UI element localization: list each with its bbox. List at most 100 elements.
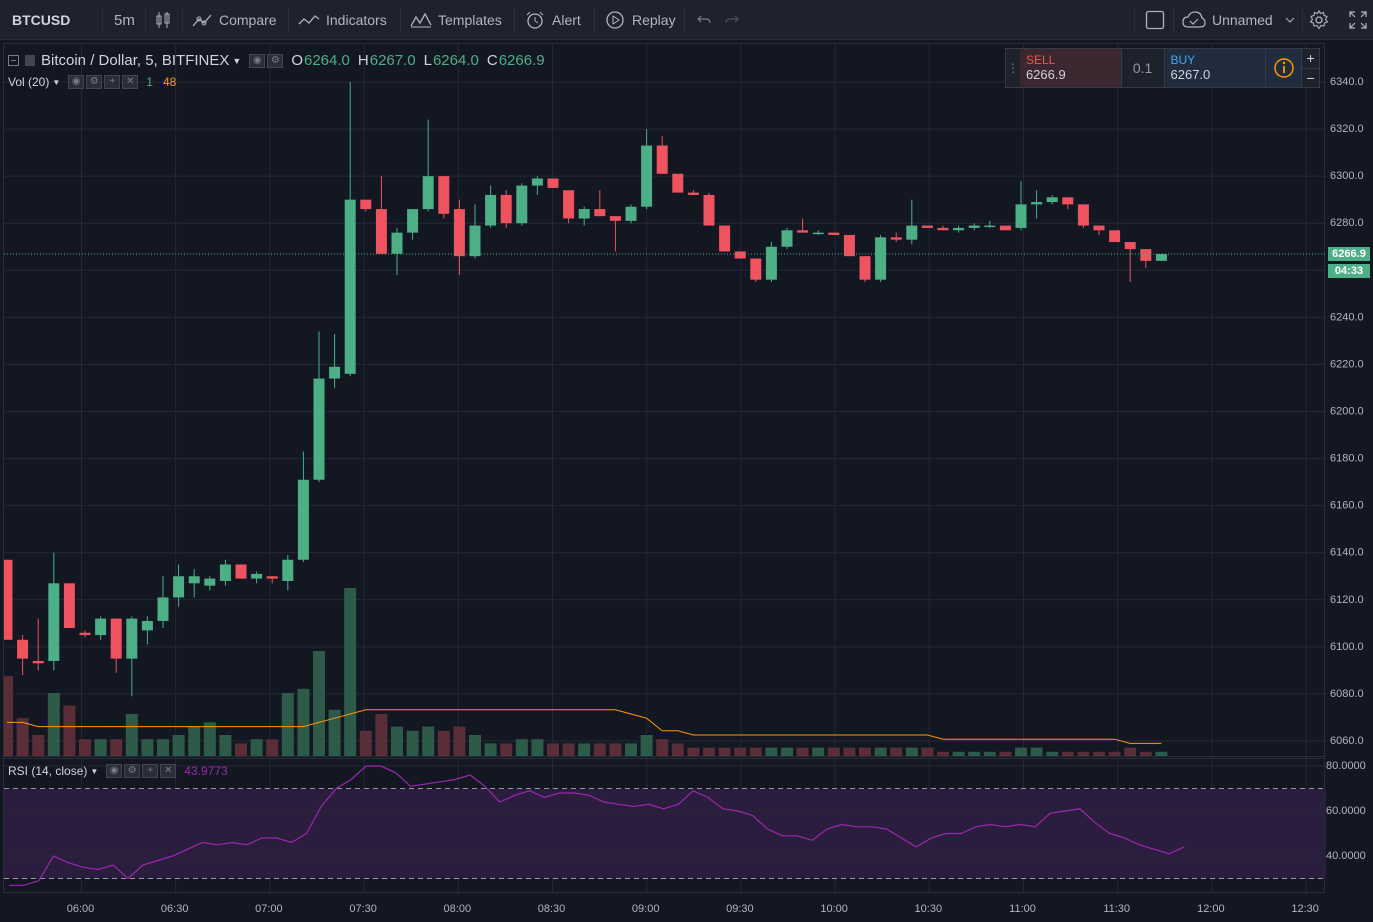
price-chart[interactable] xyxy=(1,44,1326,758)
candle-body xyxy=(141,620,153,631)
square-icon xyxy=(1145,10,1165,30)
time-tick-label: 12:00 xyxy=(1197,903,1225,915)
volume-bar xyxy=(921,747,934,756)
volume-bar xyxy=(937,751,949,756)
volume-bar xyxy=(157,739,169,756)
settings-button[interactable] xyxy=(1309,0,1335,40)
price-axis[interactable]: 6060.0 6080.0 6100.0 6120.0 6140.0 6160.0 6180… xyxy=(1326,43,1373,893)
volume-bar xyxy=(188,726,201,756)
volume-bar xyxy=(1030,747,1043,756)
compare-label: Compare xyxy=(219,12,277,28)
candle-body xyxy=(594,209,606,217)
candle-body xyxy=(32,660,44,664)
symbol-search-button[interactable]: BTCUSD xyxy=(12,0,70,40)
collapse-icon[interactable] xyxy=(8,55,19,66)
price-tick-label: 6340.0 xyxy=(1330,76,1364,88)
chevron-down-icon[interactable]: ▼ xyxy=(232,55,242,66)
templates-label: Templates xyxy=(438,12,502,28)
candle-body xyxy=(329,366,341,379)
candle-body xyxy=(188,576,200,584)
time-axis[interactable]: 06:00 06:30 07:00 07:30 08:00 08:30 09:00 09:30… xyxy=(3,894,1326,922)
eye-icon[interactable]: ◉ xyxy=(68,75,85,89)
rsi-tick-label: 60.0000 xyxy=(1326,805,1366,817)
eye-icon[interactable]: ◉ xyxy=(106,764,123,778)
volume-bar xyxy=(952,751,965,756)
save-layout-button[interactable]: Unnamed xyxy=(1182,0,1301,40)
candle-body xyxy=(391,232,403,254)
time-tick-label: 07:30 xyxy=(349,903,377,915)
flag-icon xyxy=(25,55,35,66)
volume-bar xyxy=(79,739,91,756)
chevron-down-icon[interactable]: ▼ xyxy=(52,77,61,87)
eye-icon[interactable]: ◉ xyxy=(249,53,266,68)
decrease-quantity-button[interactable]: − xyxy=(1301,67,1319,87)
chevron-down-icon[interactable]: ▼ xyxy=(90,766,99,776)
volume-bar xyxy=(1077,751,1090,756)
volume-bar xyxy=(749,747,762,756)
time-tick-label: 06:00 xyxy=(67,903,95,915)
indicators-button[interactable]: Indicators xyxy=(298,0,387,40)
candle-body xyxy=(500,194,512,224)
chart-type-button[interactable] xyxy=(155,0,177,40)
volume-bar xyxy=(344,588,357,756)
interval-button[interactable]: 5m xyxy=(114,0,135,40)
settings-mini-icon[interactable]: ⚙ xyxy=(124,764,141,778)
replay-button[interactable]: Replay xyxy=(604,0,676,40)
candle-body xyxy=(641,145,653,207)
add-icon[interactable]: + xyxy=(142,764,159,778)
close-label: C xyxy=(486,52,498,69)
legend-buttons: ◉ ⚙ + ✕ xyxy=(68,75,139,89)
candle-body xyxy=(906,225,918,240)
sell-button[interactable]: SELL 6266.9 xyxy=(1019,49,1122,87)
time-tick-label: 08:30 xyxy=(538,903,566,915)
volume-bar xyxy=(375,714,388,756)
volume-bar xyxy=(281,693,294,756)
alert-button[interactable]: Alert xyxy=(524,0,581,40)
increase-quantity-button[interactable]: + xyxy=(1301,49,1319,68)
fullscreen-toggle-button[interactable] xyxy=(1145,0,1171,40)
rsi-legend: RSI (14, close) ▼ ◉ ⚙ + ✕ 43.9773 xyxy=(8,764,228,778)
volume-bar xyxy=(640,735,653,756)
info-button[interactable] xyxy=(1265,49,1302,87)
templates-button[interactable]: Templates xyxy=(410,0,502,40)
candle-body xyxy=(375,209,387,254)
series-title[interactable]: Bitcoin / Dollar, 5, BITFINEX xyxy=(41,52,230,69)
expand-button[interactable] xyxy=(1349,0,1373,40)
candle-body xyxy=(48,583,60,661)
candle-body xyxy=(95,618,107,636)
rsi-pane[interactable] xyxy=(3,758,1326,894)
settings-mini-icon[interactable]: ⚙ xyxy=(267,53,284,68)
close-icon[interactable]: ✕ xyxy=(122,75,139,89)
sell-label: SELL xyxy=(1025,53,1056,67)
volume-bar xyxy=(203,722,216,756)
close-icon[interactable]: ✕ xyxy=(160,764,177,778)
rsi-chart[interactable] xyxy=(4,759,1326,894)
add-icon[interactable]: + xyxy=(104,75,121,89)
main-chart-pane[interactable] xyxy=(1,43,1326,758)
redo-button[interactable] xyxy=(724,0,746,40)
candle-body xyxy=(937,227,949,231)
rsi-label[interactable]: RSI (14, close) xyxy=(8,764,88,778)
candle-body xyxy=(235,564,247,579)
volume-bar xyxy=(313,651,325,756)
candle-body xyxy=(921,225,933,228)
volume-bar xyxy=(859,747,871,756)
buy-button[interactable]: BUY 6267.0 xyxy=(1163,49,1266,87)
candle-body xyxy=(1124,242,1136,250)
volume-bar xyxy=(47,693,60,756)
volume-bar xyxy=(235,743,247,756)
candle-body xyxy=(79,632,91,636)
compare-button[interactable]: Compare xyxy=(191,0,277,40)
legend-buttons: ◉ ⚙ xyxy=(249,53,284,68)
time-tick-label: 11:30 xyxy=(1103,903,1130,915)
price-tick-label: 6200.0 xyxy=(1330,406,1364,418)
volume-bar xyxy=(593,743,606,756)
quantity-field[interactable]: 0.1 xyxy=(1132,60,1153,76)
drag-handle-icon[interactable]: ⋮ xyxy=(1006,61,1019,75)
redo-icon xyxy=(725,15,739,24)
volume-bar xyxy=(94,739,107,756)
candle-body xyxy=(765,246,777,280)
settings-mini-icon[interactable]: ⚙ xyxy=(86,75,103,89)
volume-label[interactable]: Vol (20) xyxy=(8,75,50,89)
undo-button[interactable] xyxy=(696,0,718,40)
